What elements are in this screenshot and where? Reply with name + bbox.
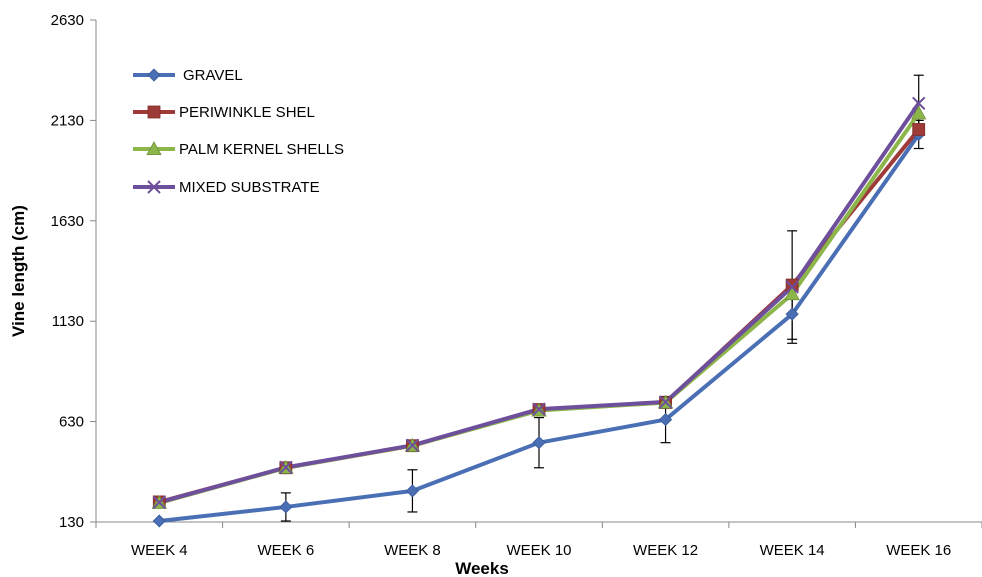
x-tick-label: WEEK 12 [633,542,698,559]
legend-label: MIXED SUBSTRATE [179,179,320,196]
x-tick-label: WEEK 4 [131,542,188,559]
data-point [152,495,166,510]
y-tick-label: 1130 [52,313,84,330]
x-tick-label: WEEK 14 [760,542,825,559]
y-tick-labels: 130 630 1130 1630 2130 2630 [51,12,96,531]
data-point [912,123,926,136]
x-tick-label: WEEK 16 [886,542,951,559]
data-point [405,484,419,498]
series-markers [151,96,927,528]
data-point [659,413,673,427]
data-point [784,286,800,301]
x-tick-label: WEEK 6 [258,542,315,559]
legend-marker [147,180,161,194]
legend-marker [147,105,161,119]
x-axis-title: Weeks [455,559,509,577]
data-point [785,307,799,321]
data-point [532,436,546,450]
legend: GRAVEL PERIWINKLE SHEL PALM KERNEL SHELLS M… [133,67,344,196]
error-bars [280,74,924,522]
legend-label: PERIWINKLE SHEL [179,104,315,121]
y-tick-label: 630 [59,414,84,431]
data-point [405,438,420,453]
y-axis-title: Vine length (cm) [9,205,28,337]
x-tick-label: WEEK 10 [506,542,571,559]
data-point [912,96,926,111]
x-tick-label: WEEK 8 [384,542,441,559]
y-tick-label: 1630 [51,213,84,230]
data-point [785,280,799,294]
data-point [532,402,546,416]
data-point [658,395,673,409]
x-tick-labels: WEEK 4 WEEK 6 WEEK 8 WEEK 10 WEEK 12 WEEK 14 W… [95,522,982,559]
legend-label: PALM KERNEL SHELLS [179,141,344,158]
y-tick-label: 2130 [51,112,84,129]
y-tick-label: 130 [59,514,84,531]
axes [95,20,982,523]
data-point [279,460,293,475]
y-tick-label: 2630 [51,12,84,29]
data-point [911,105,927,120]
legend-label: GRAVEL [183,67,243,84]
legend-marker [147,68,161,82]
data-point [152,514,166,528]
legend-marker [146,141,162,156]
data-point [279,500,293,514]
